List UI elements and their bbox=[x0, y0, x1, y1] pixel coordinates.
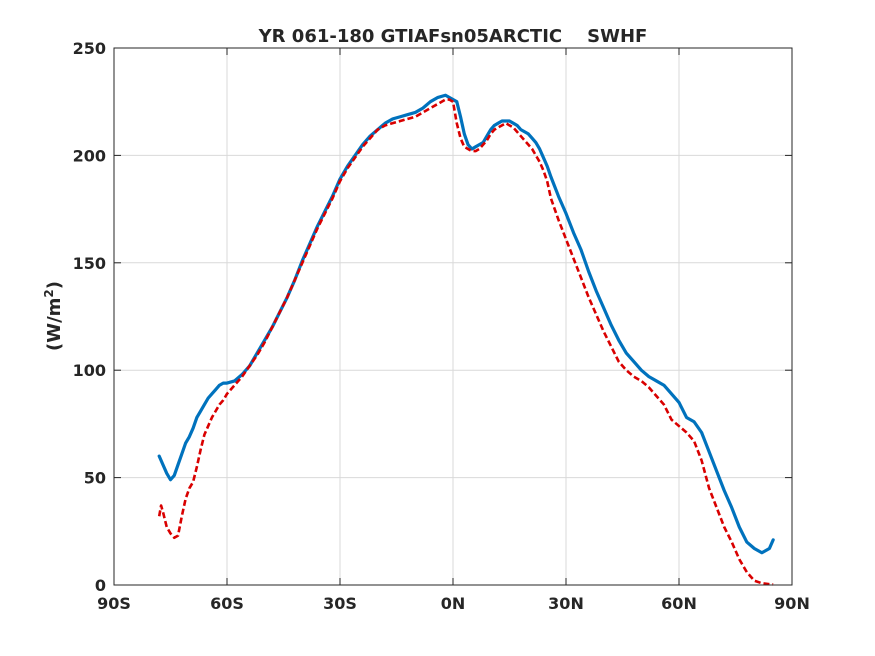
series-line-blue-solid bbox=[157, 93, 775, 555]
y-tick-label: 50 bbox=[84, 469, 106, 488]
y-tick-label: 150 bbox=[73, 254, 106, 273]
y-tick-labels: 0 50 100 150 200 250 bbox=[73, 39, 106, 595]
series-line-red-dashed bbox=[157, 98, 774, 586]
x-tick-label: 90N bbox=[774, 594, 810, 613]
y-axis-label: (W/m2) bbox=[42, 281, 65, 351]
y-tick-label: 200 bbox=[73, 146, 106, 165]
y-tick-label: 250 bbox=[73, 39, 106, 58]
y-tick-label: 100 bbox=[73, 361, 106, 380]
series-lines bbox=[157, 93, 775, 586]
tick-marks bbox=[113, 47, 793, 586]
y-axis-label-superscript: 2 bbox=[42, 289, 56, 297]
chart-title: YR 061-180 GTIAFsn05ARCTIC SWHF bbox=[258, 26, 648, 47]
x-tick-label: 60S bbox=[210, 594, 244, 613]
y-axis-label-close: ) bbox=[44, 281, 65, 289]
y-tick-label: 0 bbox=[95, 576, 106, 595]
x-tick-label: 0N bbox=[441, 594, 466, 613]
x-tick-label: 90S bbox=[97, 594, 131, 613]
y-axis-label-main: (W/m bbox=[44, 298, 65, 351]
x-tick-label: 60N bbox=[661, 594, 697, 613]
grid-lines bbox=[114, 48, 792, 585]
x-tick-label: 30S bbox=[323, 594, 357, 613]
x-tick-label: 30N bbox=[548, 594, 584, 613]
x-tick-labels: 90S 60S 30S 0N 30N 60N 90N bbox=[97, 594, 810, 613]
